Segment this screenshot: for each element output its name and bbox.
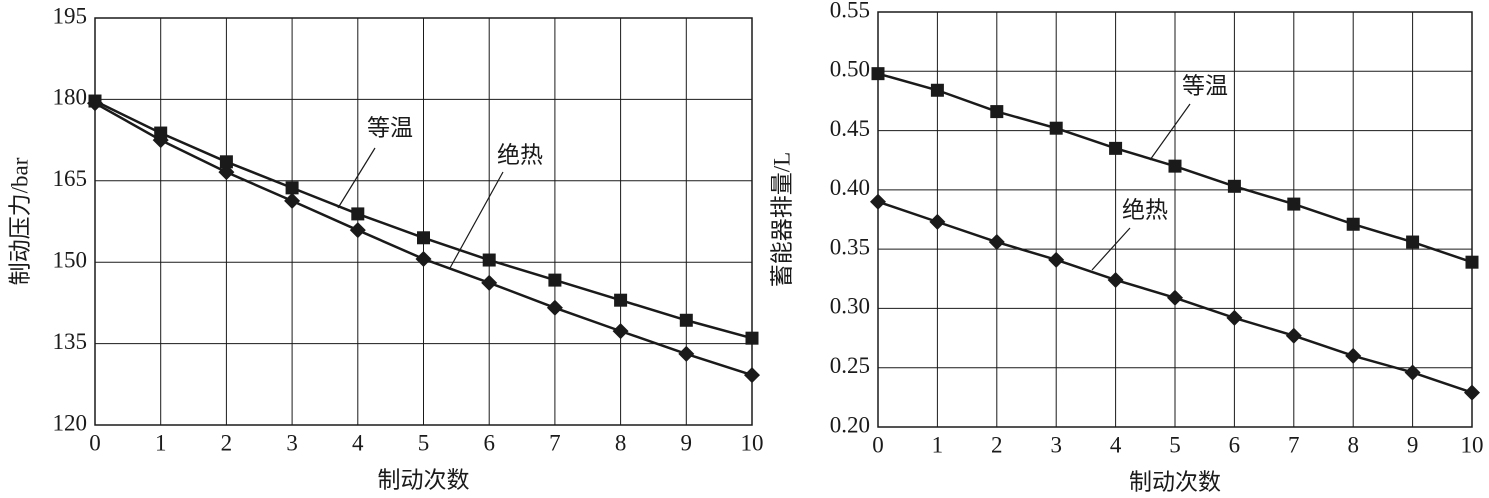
series-annotation: 绝热 — [497, 142, 543, 167]
marker — [870, 193, 886, 210]
marker — [1048, 251, 1065, 268]
y-tick-label: 180 — [53, 85, 88, 110]
marker — [745, 331, 759, 345]
marker — [930, 83, 944, 97]
x-tick-label: 2 — [991, 432, 1003, 457]
y-tick-label: 150 — [53, 247, 88, 272]
marker — [614, 293, 628, 307]
x-tick-label: 7 — [549, 430, 561, 455]
marker — [351, 207, 365, 221]
marker — [482, 253, 496, 267]
y-tick-label: 0.50 — [830, 57, 870, 82]
series-annotation: 绝热 — [1122, 197, 1168, 222]
x-tick-label: 9 — [681, 430, 693, 455]
y-axis-label: 蓄能器排量/L — [769, 152, 794, 287]
annotation-leader — [449, 171, 504, 269]
marker — [1227, 179, 1241, 193]
x-axis-label: 制动次数 — [378, 467, 470, 492]
marker — [1107, 271, 1124, 288]
marker — [284, 192, 301, 209]
marker — [1345, 347, 1362, 364]
marker — [929, 213, 946, 230]
x-tick-label: 4 — [352, 430, 364, 455]
x-axis-label: 制动次数 — [1129, 469, 1221, 494]
marker — [871, 67, 885, 81]
marker — [1226, 309, 1243, 326]
y-tick-label: 0.20 — [830, 412, 870, 437]
x-tick-label: 2 — [221, 430, 233, 455]
marker — [990, 105, 1004, 119]
marker — [1109, 141, 1123, 155]
x-tick-label: 5 — [418, 430, 430, 455]
y-axis-label: 制动压力/bar — [7, 157, 32, 285]
x-tick-label: 3 — [1050, 432, 1062, 457]
marker — [679, 313, 693, 327]
x-tick-label: 6 — [483, 430, 495, 455]
y-tick-label: 0.40 — [830, 175, 870, 200]
marker — [1464, 384, 1480, 401]
x-tick-label: 0 — [872, 432, 884, 457]
y-tick-label: 195 — [53, 3, 88, 28]
marker — [1168, 159, 1182, 173]
x-tick-label: 3 — [286, 430, 298, 455]
plot-frame — [877, 11, 1473, 428]
marker — [1406, 235, 1420, 249]
y-tick-label: 0.55 — [830, 0, 870, 22]
marker — [678, 345, 695, 362]
y-tick-label: 0.45 — [830, 116, 870, 141]
x-tick-label: 10 — [741, 430, 764, 455]
marker — [415, 250, 432, 267]
x-tick-label: 6 — [1229, 432, 1241, 457]
series-annotation: 等温 — [367, 115, 413, 140]
x-tick-label: 8 — [615, 430, 627, 455]
marker — [546, 299, 563, 316]
x-tick-label: 8 — [1347, 432, 1359, 457]
marker — [1287, 197, 1301, 211]
x-tick-label: 7 — [1288, 432, 1300, 457]
x-tick-label: 1 — [155, 430, 167, 455]
annotation-leader — [1149, 103, 1191, 161]
marker — [548, 273, 562, 287]
marker — [481, 274, 498, 291]
y-tick-label: 165 — [53, 166, 88, 191]
plot-frame — [94, 17, 753, 426]
marker — [1404, 364, 1421, 381]
marker — [1049, 121, 1063, 135]
annotation-leader — [337, 147, 376, 209]
x-tick-label: 10 — [1461, 432, 1484, 457]
marker — [87, 95, 103, 112]
x-tick-label: 5 — [1169, 432, 1181, 457]
y-tick-label: 135 — [53, 329, 88, 354]
x-tick-label: 1 — [932, 432, 944, 457]
marker — [988, 234, 1005, 251]
y-tick-label: 0.25 — [830, 353, 870, 378]
y-tick-label: 120 — [53, 410, 88, 435]
annotation-leader — [1091, 227, 1131, 271]
series-annotation: 等温 — [1182, 73, 1228, 98]
x-tick-label: 4 — [1110, 432, 1122, 457]
marker — [218, 164, 235, 181]
marker — [1465, 255, 1479, 269]
x-tick-label: 9 — [1407, 432, 1419, 457]
marker — [417, 231, 430, 245]
marker — [744, 367, 760, 384]
x-tick-label: 0 — [89, 430, 101, 455]
marker — [612, 323, 629, 340]
y-tick-label: 0.30 — [830, 294, 870, 319]
marker — [152, 132, 169, 149]
marker — [349, 222, 366, 239]
marker — [1346, 217, 1360, 231]
marker — [219, 155, 233, 169]
y-tick-label: 0.35 — [830, 234, 870, 259]
marker — [1167, 289, 1183, 306]
marker — [1285, 327, 1302, 344]
marker — [285, 181, 299, 195]
